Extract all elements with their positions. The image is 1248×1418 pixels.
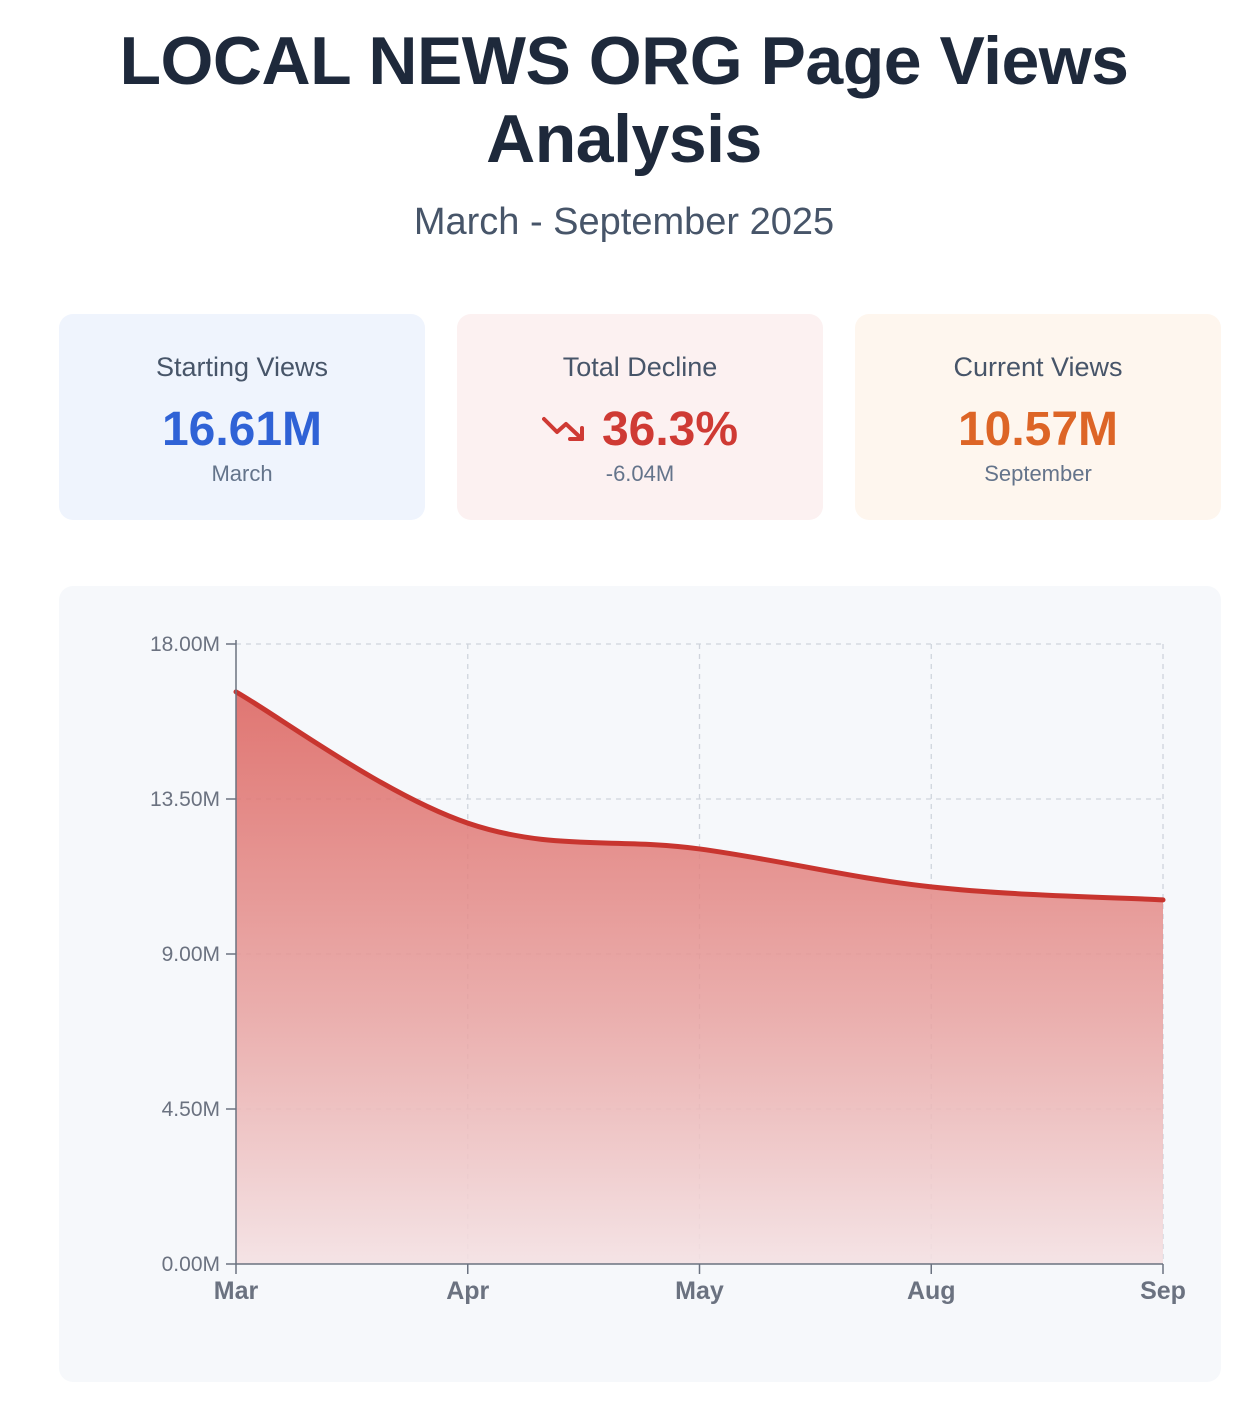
area-fill	[236, 691, 1163, 1264]
starting-views-card: Starting Views 16.61M March	[59, 314, 425, 520]
x-tick-label: Sep	[1140, 1277, 1186, 1305]
x-tick-label: Aug	[907, 1277, 956, 1305]
y-tick-label: 4.50M	[162, 1098, 220, 1121]
series-line	[233, 689, 1166, 903]
total-decline-value-row: 36.3%	[457, 402, 823, 458]
starting-views-month: March	[211, 461, 273, 486]
current-views-label: Current Views	[953, 352, 1123, 382]
title-line-1: LOCAL NEWS ORG Page Views	[119, 23, 1130, 99]
current-views-month: September	[984, 461, 1092, 486]
x-tick-label: Mar	[214, 1277, 259, 1305]
page-title: LOCAL NEWS ORG Page Views Analysis	[0, 22, 1248, 178]
y-tick-label: 9.00M	[162, 943, 220, 966]
total-decline-amount: -6.04M	[605, 461, 675, 486]
x-tick-label: Apr	[446, 1277, 489, 1305]
chart-panel: 0.00M 4.50M 9.00M 13.50M 18.00M Mar Apr May Aug S…	[59, 586, 1221, 1382]
total-decline-value: 36.3%	[601, 403, 739, 456]
page-views-chart: 0.00M 4.50M 9.00M 13.50M 18.00M Mar Apr May Aug S…	[150, 633, 1186, 1305]
total-decline-label: Total Decline	[562, 352, 718, 382]
total-decline-card: Total Decline 36.3% -6.04M	[457, 314, 823, 520]
current-views-value: 10.57M	[957, 403, 1119, 456]
starting-views-value: 16.61M	[161, 403, 323, 456]
y-tick-label: 18.00M	[150, 633, 220, 656]
page-subtitle: March - September 2025	[413, 201, 835, 243]
x-tick-label: May	[675, 1277, 724, 1305]
current-views-card: Current Views 10.57M September	[855, 314, 1221, 520]
trending-down-icon	[541, 401, 588, 457]
starting-views-label: Starting Views	[155, 352, 329, 382]
y-tick-label: 0.00M	[162, 1253, 220, 1276]
title-line-2: Analysis	[486, 101, 762, 177]
y-tick-label: 13.50M	[150, 788, 220, 811]
